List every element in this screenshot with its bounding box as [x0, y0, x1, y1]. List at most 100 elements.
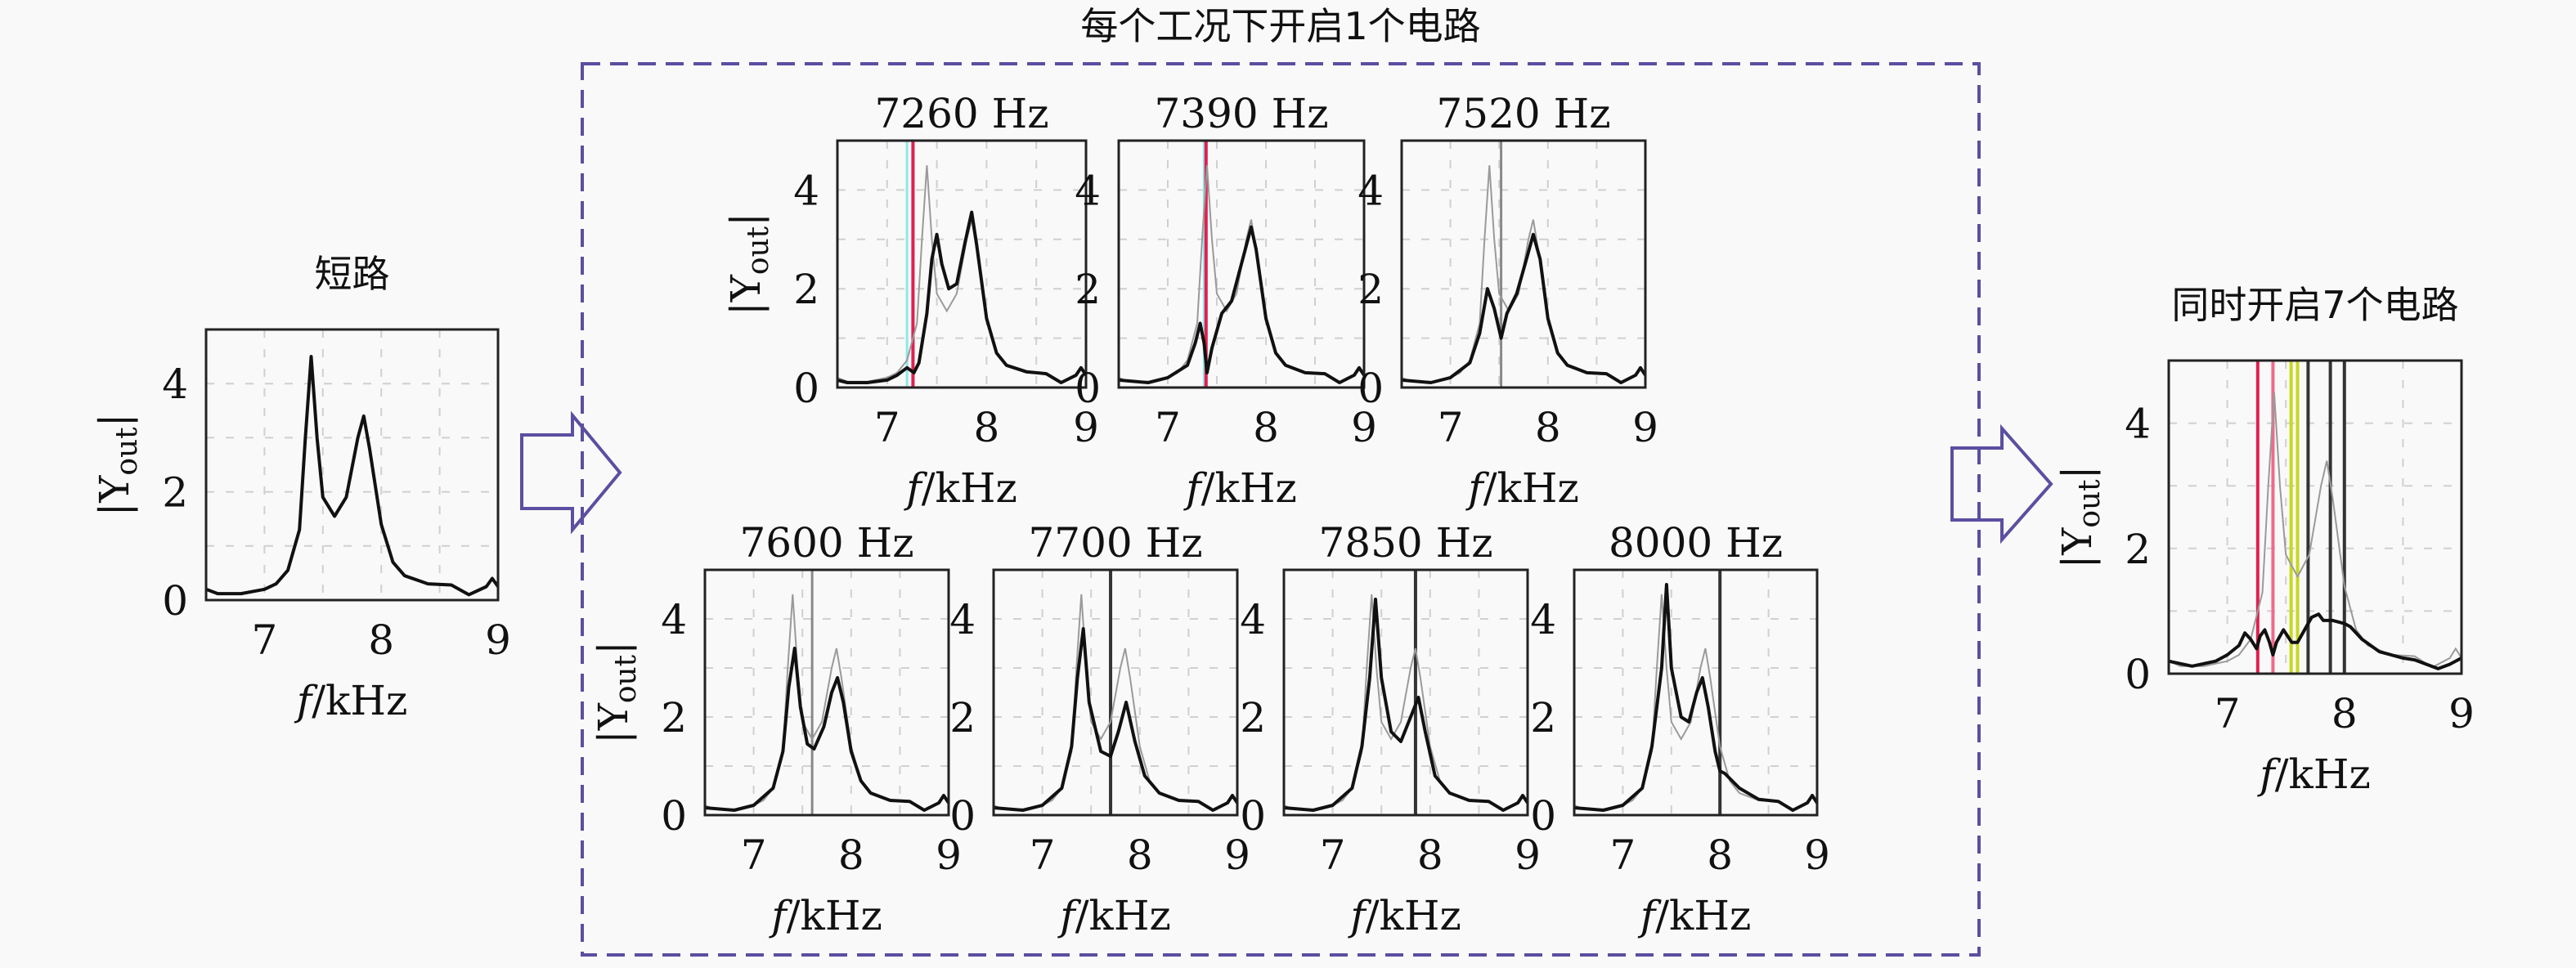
plot-title: 7520 Hz	[1436, 90, 1610, 137]
x-tick-label: 9	[1073, 404, 1099, 451]
x-axis-label: f/kHz	[1465, 464, 1579, 512]
plot-title: 同时开启7个电路	[2171, 283, 2458, 327]
x-tick-label: 9	[1515, 831, 1541, 879]
plot-title: 8000 Hz	[1609, 519, 1783, 567]
x-tick-label: 9	[1804, 831, 1830, 879]
plot-7600: 7 8 9 0 2 4 7600 Hz f/kHz |Yout|	[590, 519, 962, 939]
response-curve	[994, 627, 1237, 812]
y-tick-label: 0	[793, 365, 819, 412]
y-tick-label: 0	[1530, 792, 1556, 840]
y-tick-label: 4	[1358, 167, 1384, 214]
arrow-right-icon	[1950, 424, 2053, 544]
x-tick-label: 9	[1632, 404, 1658, 451]
arrow-right-icon	[520, 410, 622, 535]
x-axis-label: f/kHz	[903, 464, 1017, 512]
plot-8000: 7 8 9 0 2 4 8000 Hz f/kHz	[1530, 519, 1830, 939]
plot-title: 7850 Hz	[1318, 519, 1492, 567]
x-axis-label: f/kHz	[1057, 892, 1171, 939]
axes-box	[2167, 359, 2463, 675]
x-tick-label: 8	[1127, 831, 1153, 879]
x-axis-label: f/kHz	[1637, 892, 1752, 939]
y-tick-label: 4	[661, 596, 687, 643]
x-axis-label: f/kHz	[1347, 892, 1461, 939]
y-tick-label: 0	[949, 792, 976, 840]
y-tick-label: 2	[162, 469, 188, 517]
y-axis-label: |Yout|	[2053, 465, 2107, 568]
response-curve	[837, 210, 1086, 384]
axes-box	[836, 139, 1088, 389]
plot-title: 7600 Hz	[739, 519, 913, 567]
y-axis-label: |Yout|	[91, 413, 144, 516]
plot-title: 7260 Hz	[874, 90, 1048, 137]
response-curve	[1284, 598, 1528, 812]
x-axis-label: f/kHz	[294, 677, 408, 724]
y-tick-label: 0	[1358, 365, 1384, 412]
group-title: 每个工况下开启1个电路	[1080, 4, 1480, 48]
x-tick-label: 7	[1609, 831, 1636, 879]
y-tick-label: 2	[1358, 266, 1384, 313]
x-tick-label: 7	[251, 616, 277, 664]
y-tick-label: 0	[162, 577, 188, 625]
x-tick-label: 8	[1707, 831, 1733, 879]
plot-title: 7700 Hz	[1028, 519, 1202, 567]
plot-short: 7 8 9 0 2 4 短路 f/kHz |Yout|	[91, 252, 511, 724]
x-tick-label: 7	[1438, 404, 1464, 451]
plot-all: 7 8 9 0 2 4 同时开启7个电路 f/kHz |Yout|	[2053, 283, 2475, 798]
x-tick-label: 8	[1253, 404, 1279, 451]
y-axis-label: |Yout|	[590, 641, 643, 744]
axes-box	[992, 568, 1239, 817]
response-curve	[705, 647, 949, 812]
plot-title: 7390 Hz	[1154, 90, 1328, 137]
x-tick-label: 7	[1320, 831, 1346, 879]
y-tick-label: 2	[2125, 526, 2151, 573]
axes-box	[1117, 139, 1366, 389]
x-tick-label: 9	[2448, 690, 2475, 737]
y-tick-label: 0	[1240, 792, 1266, 840]
x-axis-label: f/kHz	[768, 892, 882, 939]
y-tick-label: 4	[949, 596, 976, 643]
y-tick-label: 4	[1530, 596, 1556, 643]
x-axis-label: f/kHz	[1183, 464, 1297, 512]
reference-curve	[1284, 594, 1528, 812]
y-tick-label: 2	[1530, 694, 1556, 742]
y-tick-label: 4	[2125, 401, 2151, 448]
axes-box	[1400, 139, 1647, 389]
x-tick-label: 8	[1417, 831, 1443, 879]
x-tick-label: 8	[838, 831, 864, 879]
reference-curve	[837, 165, 1086, 384]
y-axis-label: |Yout|	[722, 213, 775, 316]
response-curve	[206, 355, 498, 597]
x-tick-label: 9	[1351, 404, 1377, 451]
x-tick-label: 9	[936, 831, 962, 879]
plot-7520: 7 8 9 0 2 4 7520 Hz f/kHz	[1358, 90, 1658, 512]
y-tick-label: 0	[2125, 651, 2151, 698]
y-tick-label: 2	[949, 694, 976, 742]
x-tick-label: 7	[1155, 404, 1181, 451]
x-tick-label: 7	[741, 831, 767, 879]
x-tick-label: 8	[368, 616, 394, 664]
x-tick-label: 7	[874, 404, 900, 451]
plot-7850: 7 8 9 0 2 4 7850 Hz f/kHz	[1240, 519, 1541, 939]
x-axis-label: f/kHz	[2256, 751, 2371, 798]
response-curve	[2169, 612, 2462, 670]
y-tick-label: 4	[793, 167, 819, 214]
response-curve	[1574, 583, 1817, 812]
x-tick-label: 8	[2331, 690, 2358, 737]
group-frame	[581, 62, 1981, 957]
y-tick-label: 2	[1240, 694, 1266, 742]
x-tick-label: 9	[1224, 831, 1250, 879]
axes-box	[1573, 568, 1819, 817]
y-tick-label: 4	[1240, 596, 1266, 643]
axes-box	[703, 568, 950, 817]
y-tick-label: 2	[793, 266, 819, 313]
reference-curve	[1119, 165, 1364, 384]
axes-box	[204, 328, 500, 602]
x-tick-label: 8	[973, 404, 999, 451]
reference-curve	[2169, 392, 2462, 669]
y-tick-label: 4	[162, 361, 188, 408]
y-tick-label: 2	[1075, 266, 1101, 313]
plot-7700: 7 8 9 0 2 4 7700 Hz f/kHz	[949, 519, 1250, 939]
response-curve	[1119, 225, 1364, 384]
x-tick-label: 8	[1535, 404, 1561, 451]
